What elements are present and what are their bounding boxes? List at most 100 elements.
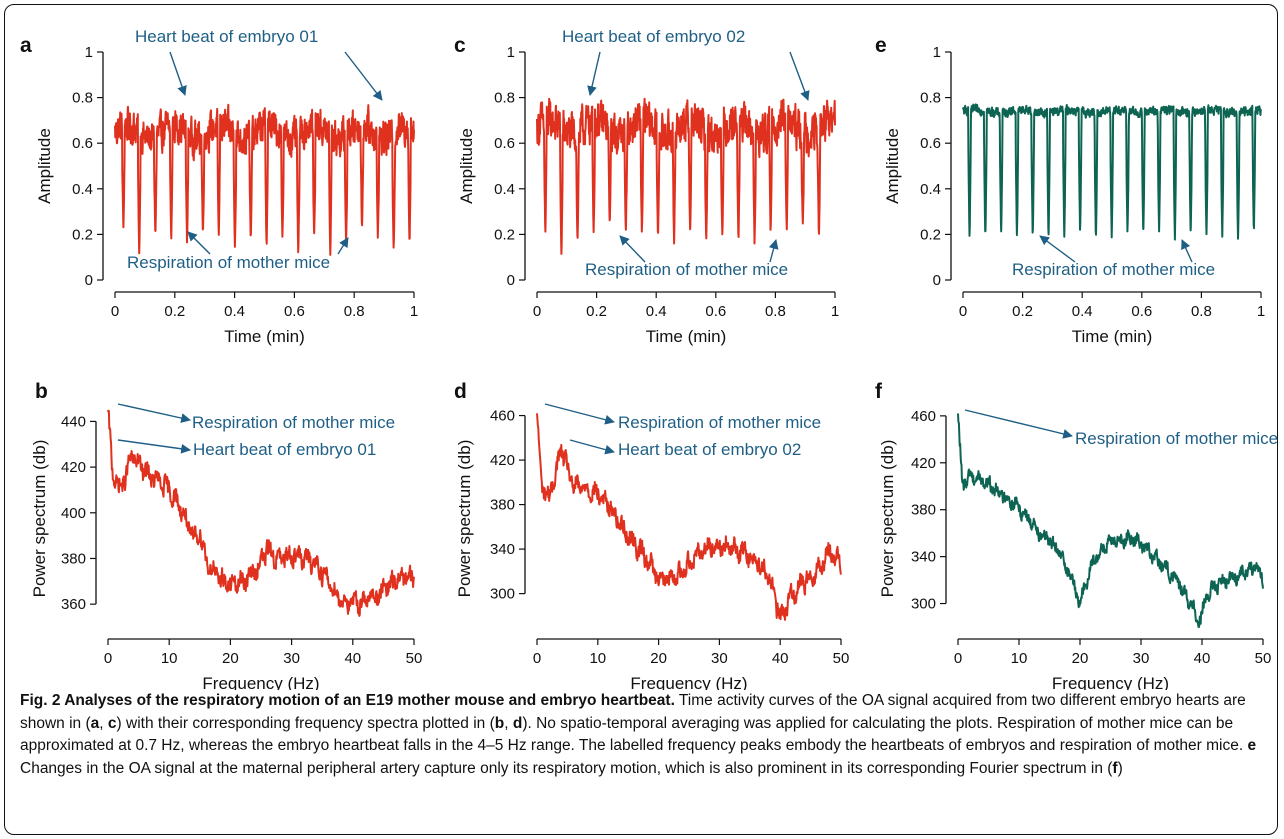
y-tick-label: 0.4: [72, 181, 93, 198]
annotation-arrow: [619, 235, 646, 263]
x-tick-label: 0.8: [765, 303, 786, 320]
annotation-arrow: [344, 51, 383, 101]
y-tick-label: 1: [933, 44, 941, 61]
annotation-label: Respiration of mother mice: [127, 253, 330, 272]
x-tick-label: 40: [772, 650, 789, 667]
x-tick-label: 0.6: [705, 303, 726, 320]
annotation-arrow: [117, 439, 191, 454]
y-tick-label: 0.6: [920, 135, 941, 152]
panel-label-a: a: [20, 34, 32, 57]
x-tick-label: 50: [1255, 650, 1272, 667]
x-tick-label: 0: [954, 650, 962, 667]
y-tick-label: 380: [61, 550, 86, 567]
x-tick-label: 0.2: [1012, 303, 1033, 320]
x-tick-label: 1: [410, 303, 418, 320]
caption-ref-b: b: [494, 714, 505, 732]
annotation-arrow: [768, 239, 779, 263]
x-tick-label: 0.4: [1072, 303, 1093, 320]
y-tick-label: 0.4: [494, 181, 515, 198]
y-tick-label: 300: [911, 596, 936, 613]
y-tick-label: 0.8: [920, 90, 941, 107]
caption-ref-f: f: [1112, 759, 1118, 777]
annotation-label: Respiration of mother mice: [1075, 429, 1278, 448]
caption-text-5: ): [1117, 759, 1123, 777]
x-tick-label: 0: [104, 650, 112, 667]
figure-caption: Fig. 2 Analyses of the respiratory motio…: [20, 690, 1268, 780]
x-tick-label: 30: [711, 650, 728, 667]
y-tick-label: 0: [507, 272, 515, 289]
x-axis-label: Time (min): [224, 327, 305, 346]
y-tick-label: 360: [61, 596, 86, 613]
annotation-label: Respiration of mother mice: [585, 260, 788, 279]
annotation-arrow: [789, 51, 810, 101]
y-tick-label: 340: [490, 541, 515, 558]
y-tick-label: 340: [911, 549, 936, 566]
figure-frame: [4, 4, 1278, 835]
panel-f: f 0 10 20 30 40 50 300 340 380 420 460 Frequency (Hz…: [875, 380, 1278, 690]
series-line-b: [107, 409, 415, 617]
x-tick-label: 50: [833, 650, 850, 667]
caption-text-3: ). No spatio-temporal averaging was appl…: [20, 714, 1248, 755]
annotation-label: Respiration of mother mice: [1012, 260, 1215, 279]
caption-title: Fig. 2 Analyses of the respiratory motio…: [20, 692, 675, 709]
annotation-arrow: [337, 237, 349, 255]
x-tick-label: 0.8: [344, 303, 365, 320]
x-tick-label: 0: [533, 303, 541, 320]
panel-d: d 0 10 20 30 40 50 300 340 380 420 460 Frequency (Hz…: [454, 380, 849, 690]
panel-label-e: e: [875, 34, 887, 57]
y-tick-label: 0.8: [72, 90, 93, 107]
x-tick-label: 0.6: [284, 303, 305, 320]
panel-label-c: c: [454, 34, 466, 57]
series-line-d: [536, 413, 842, 621]
annotation-label: Heart beat of embryo 01: [135, 27, 318, 46]
series-line-c: [536, 97, 836, 255]
x-tick-label: 10: [1011, 650, 1028, 667]
y-tick-label: 0.8: [494, 90, 515, 107]
x-tick-label: 20: [650, 650, 667, 667]
panel-label-f: f: [875, 380, 883, 403]
annotation-arrow: [1181, 239, 1193, 263]
x-tick-label: 30: [283, 650, 300, 667]
caption-sep-1: ,: [99, 714, 108, 732]
series-line-e: [962, 103, 1262, 241]
y-axis-label: Amplitude: [457, 128, 476, 204]
x-tick-label: 1: [831, 303, 839, 320]
annotation-arrow: [1039, 235, 1076, 263]
panel-a: a 0 0.2 0.4 0.6 0.8 1 0 0.2 0.4 0.6 0.8 1 Time (min) A…: [20, 27, 418, 346]
x-tick-label: 1: [1257, 303, 1265, 320]
caption-ref-e: e: [1247, 737, 1257, 754]
annotation-arrow: [187, 231, 211, 255]
caption-sep-2: ,: [504, 714, 513, 732]
y-tick-label: 400: [61, 505, 86, 522]
y-axis-label: Power spectrum (db): [878, 440, 897, 598]
y-tick-label: 0: [933, 272, 941, 289]
y-axis-label: Power spectrum (db): [455, 440, 474, 598]
y-tick-label: 440: [61, 413, 86, 430]
caption-text-2: ) with their corresponding frequency spe…: [116, 714, 495, 732]
x-tick-label: 50: [406, 650, 423, 667]
annotation-label: Heart beat of embryo 01: [193, 440, 376, 459]
y-axis-label: Power spectrum (db): [30, 440, 49, 598]
y-tick-label: 460: [911, 408, 936, 425]
y-tick-label: 0.4: [920, 181, 941, 198]
y-tick-label: 1: [507, 44, 515, 61]
y-axis-label: Amplitude: [35, 128, 54, 204]
caption-ref-a: a: [90, 714, 100, 732]
annotation-arrow: [169, 51, 187, 96]
y-axis-label: Amplitude: [883, 128, 902, 204]
y-tick-label: 0.6: [494, 135, 515, 152]
y-tick-label: 460: [490, 408, 515, 425]
x-tick-label: 0.4: [224, 303, 245, 320]
x-tick-label: 0.8: [1191, 303, 1212, 320]
annotation-arrow: [964, 409, 1073, 439]
panel-label-d: d: [454, 380, 467, 403]
y-tick-label: 420: [61, 459, 86, 476]
x-tick-label: 20: [222, 650, 239, 667]
annotation-label: Heart beat of embryo 02: [562, 27, 745, 46]
x-tick-label: 0.6: [1131, 303, 1152, 320]
caption-ref-d: d: [512, 714, 523, 732]
y-tick-label: 0.2: [72, 226, 93, 243]
y-tick-label: 0: [85, 272, 93, 289]
caption-text-1: Time activity curves of the OA signal ac…: [20, 692, 1246, 732]
